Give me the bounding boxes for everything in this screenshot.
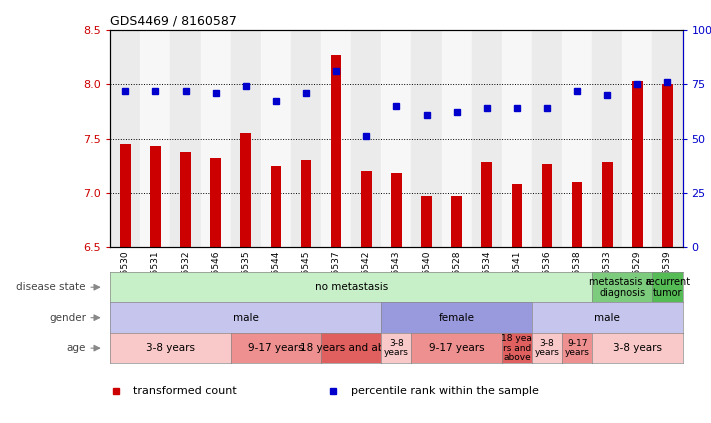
Text: male: male	[232, 313, 259, 323]
Bar	[592, 30, 622, 247]
Bar	[391, 173, 402, 423]
Text: male: male	[594, 313, 620, 323]
Bar	[572, 182, 582, 423]
Bar	[201, 30, 230, 247]
Text: 3-8 years: 3-8 years	[146, 343, 195, 353]
Text: 3-8 years: 3-8 years	[613, 343, 662, 353]
Text: 9-17 years: 9-17 years	[429, 343, 484, 353]
Bar	[562, 30, 592, 247]
Bar	[361, 171, 372, 423]
Bar	[532, 30, 562, 247]
Text: percentile rank within the sample: percentile rank within the sample	[351, 386, 538, 396]
Bar	[271, 166, 281, 423]
Bar	[181, 151, 191, 423]
Bar	[442, 30, 471, 247]
Bar	[471, 30, 502, 247]
Text: metastasis at
diagnosis: metastasis at diagnosis	[589, 277, 656, 298]
Text: 9-17 years: 9-17 years	[248, 343, 304, 353]
Text: recurrent
tumor: recurrent tumor	[645, 277, 690, 298]
Bar	[210, 158, 221, 423]
Bar	[110, 30, 140, 247]
Bar	[230, 30, 261, 247]
Text: age: age	[67, 343, 86, 353]
Bar	[351, 30, 381, 247]
Bar	[451, 196, 462, 423]
Bar	[481, 162, 492, 423]
Text: GDS4469 / 8160587: GDS4469 / 8160587	[110, 14, 237, 27]
Text: 3-8
years: 3-8 years	[384, 339, 409, 357]
Text: 3-8
years: 3-8 years	[535, 339, 560, 357]
Bar	[602, 162, 612, 423]
Bar	[632, 81, 643, 423]
Text: disease state: disease state	[16, 282, 86, 292]
Bar	[321, 30, 351, 247]
Bar	[120, 144, 131, 423]
Bar	[331, 55, 341, 423]
Text: 18 years and above: 18 years and above	[299, 343, 403, 353]
Bar	[261, 30, 291, 247]
Text: transformed count: transformed count	[133, 386, 237, 396]
Bar	[662, 84, 673, 423]
Bar	[412, 30, 442, 247]
Bar	[653, 30, 683, 247]
Bar	[542, 164, 552, 423]
Bar	[150, 146, 161, 423]
Bar	[140, 30, 171, 247]
Bar	[291, 30, 321, 247]
Text: no metastasis: no metastasis	[314, 282, 387, 292]
Bar	[502, 30, 532, 247]
Text: 18 yea
rs and
above: 18 yea rs and above	[501, 334, 533, 363]
Bar	[381, 30, 412, 247]
Bar	[240, 133, 251, 423]
Bar	[301, 160, 311, 423]
Bar	[421, 196, 432, 423]
Text: 9-17
years: 9-17 years	[565, 339, 589, 357]
Text: female: female	[439, 313, 475, 323]
Bar	[622, 30, 653, 247]
Bar	[512, 184, 522, 423]
Bar	[171, 30, 201, 247]
Text: gender: gender	[49, 313, 86, 323]
